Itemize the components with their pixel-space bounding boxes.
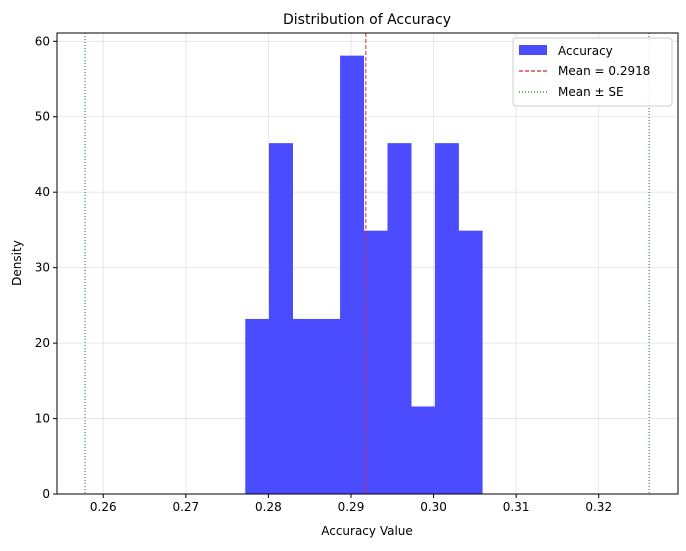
- chart-title: Distribution of Accuracy: [283, 12, 451, 28]
- x-tick-label: 0.26: [90, 500, 117, 514]
- plot-frame: [56, 32, 679, 495]
- histogram-bar: [387, 143, 412, 495]
- x-tick-label: 0.28: [255, 500, 282, 514]
- x-tick-label: 0.31: [503, 500, 530, 514]
- histogram-bar: [458, 230, 483, 495]
- y-axis-label: Density: [10, 240, 24, 286]
- histogram-bar: [268, 143, 293, 495]
- legend-label-accuracy: Accuracy: [558, 44, 613, 58]
- legend-swatch-accuracy: [519, 45, 547, 55]
- histogram-bar: [363, 230, 388, 495]
- bars: [245, 55, 483, 495]
- y-tick-label: 20: [35, 336, 50, 350]
- legend: Accuracy Mean = 0.2918 Mean ± SE: [512, 37, 673, 107]
- x-tick-label: 0.29: [338, 500, 365, 514]
- x-axis-label: Accuracy Value: [321, 524, 413, 538]
- histogram-bar: [340, 55, 365, 495]
- reference-lines: [84, 33, 650, 494]
- x-tick-label: 0.27: [172, 500, 199, 514]
- y-tick-label: 0: [42, 487, 50, 501]
- x-axis-ticks: 0.26 0.27 0.28 0.29 0.30 0.31 0.32: [90, 494, 612, 514]
- legend-label-mean: Mean = 0.2918: [558, 64, 650, 78]
- histogram-bar: [245, 318, 270, 494]
- y-axis-ticks: 0 10 20 30 40 50 60: [35, 34, 57, 501]
- x-tick-label: 0.32: [585, 500, 612, 514]
- y-tick-label: 30: [35, 261, 50, 275]
- legend-box: [512, 37, 673, 107]
- y-tick-label: 50: [35, 110, 50, 124]
- y-tick-label: 10: [35, 412, 50, 426]
- x-tick-label: 0.30: [420, 500, 447, 514]
- y-tick-label: 60: [35, 34, 50, 48]
- y-tick-label: 40: [35, 185, 50, 199]
- histogram-bar: [316, 318, 341, 494]
- histogram-bar: [411, 406, 436, 494]
- histogram-bar: [434, 143, 459, 495]
- histogram-bar: [292, 318, 317, 494]
- legend-label-se: Mean ± SE: [558, 85, 624, 99]
